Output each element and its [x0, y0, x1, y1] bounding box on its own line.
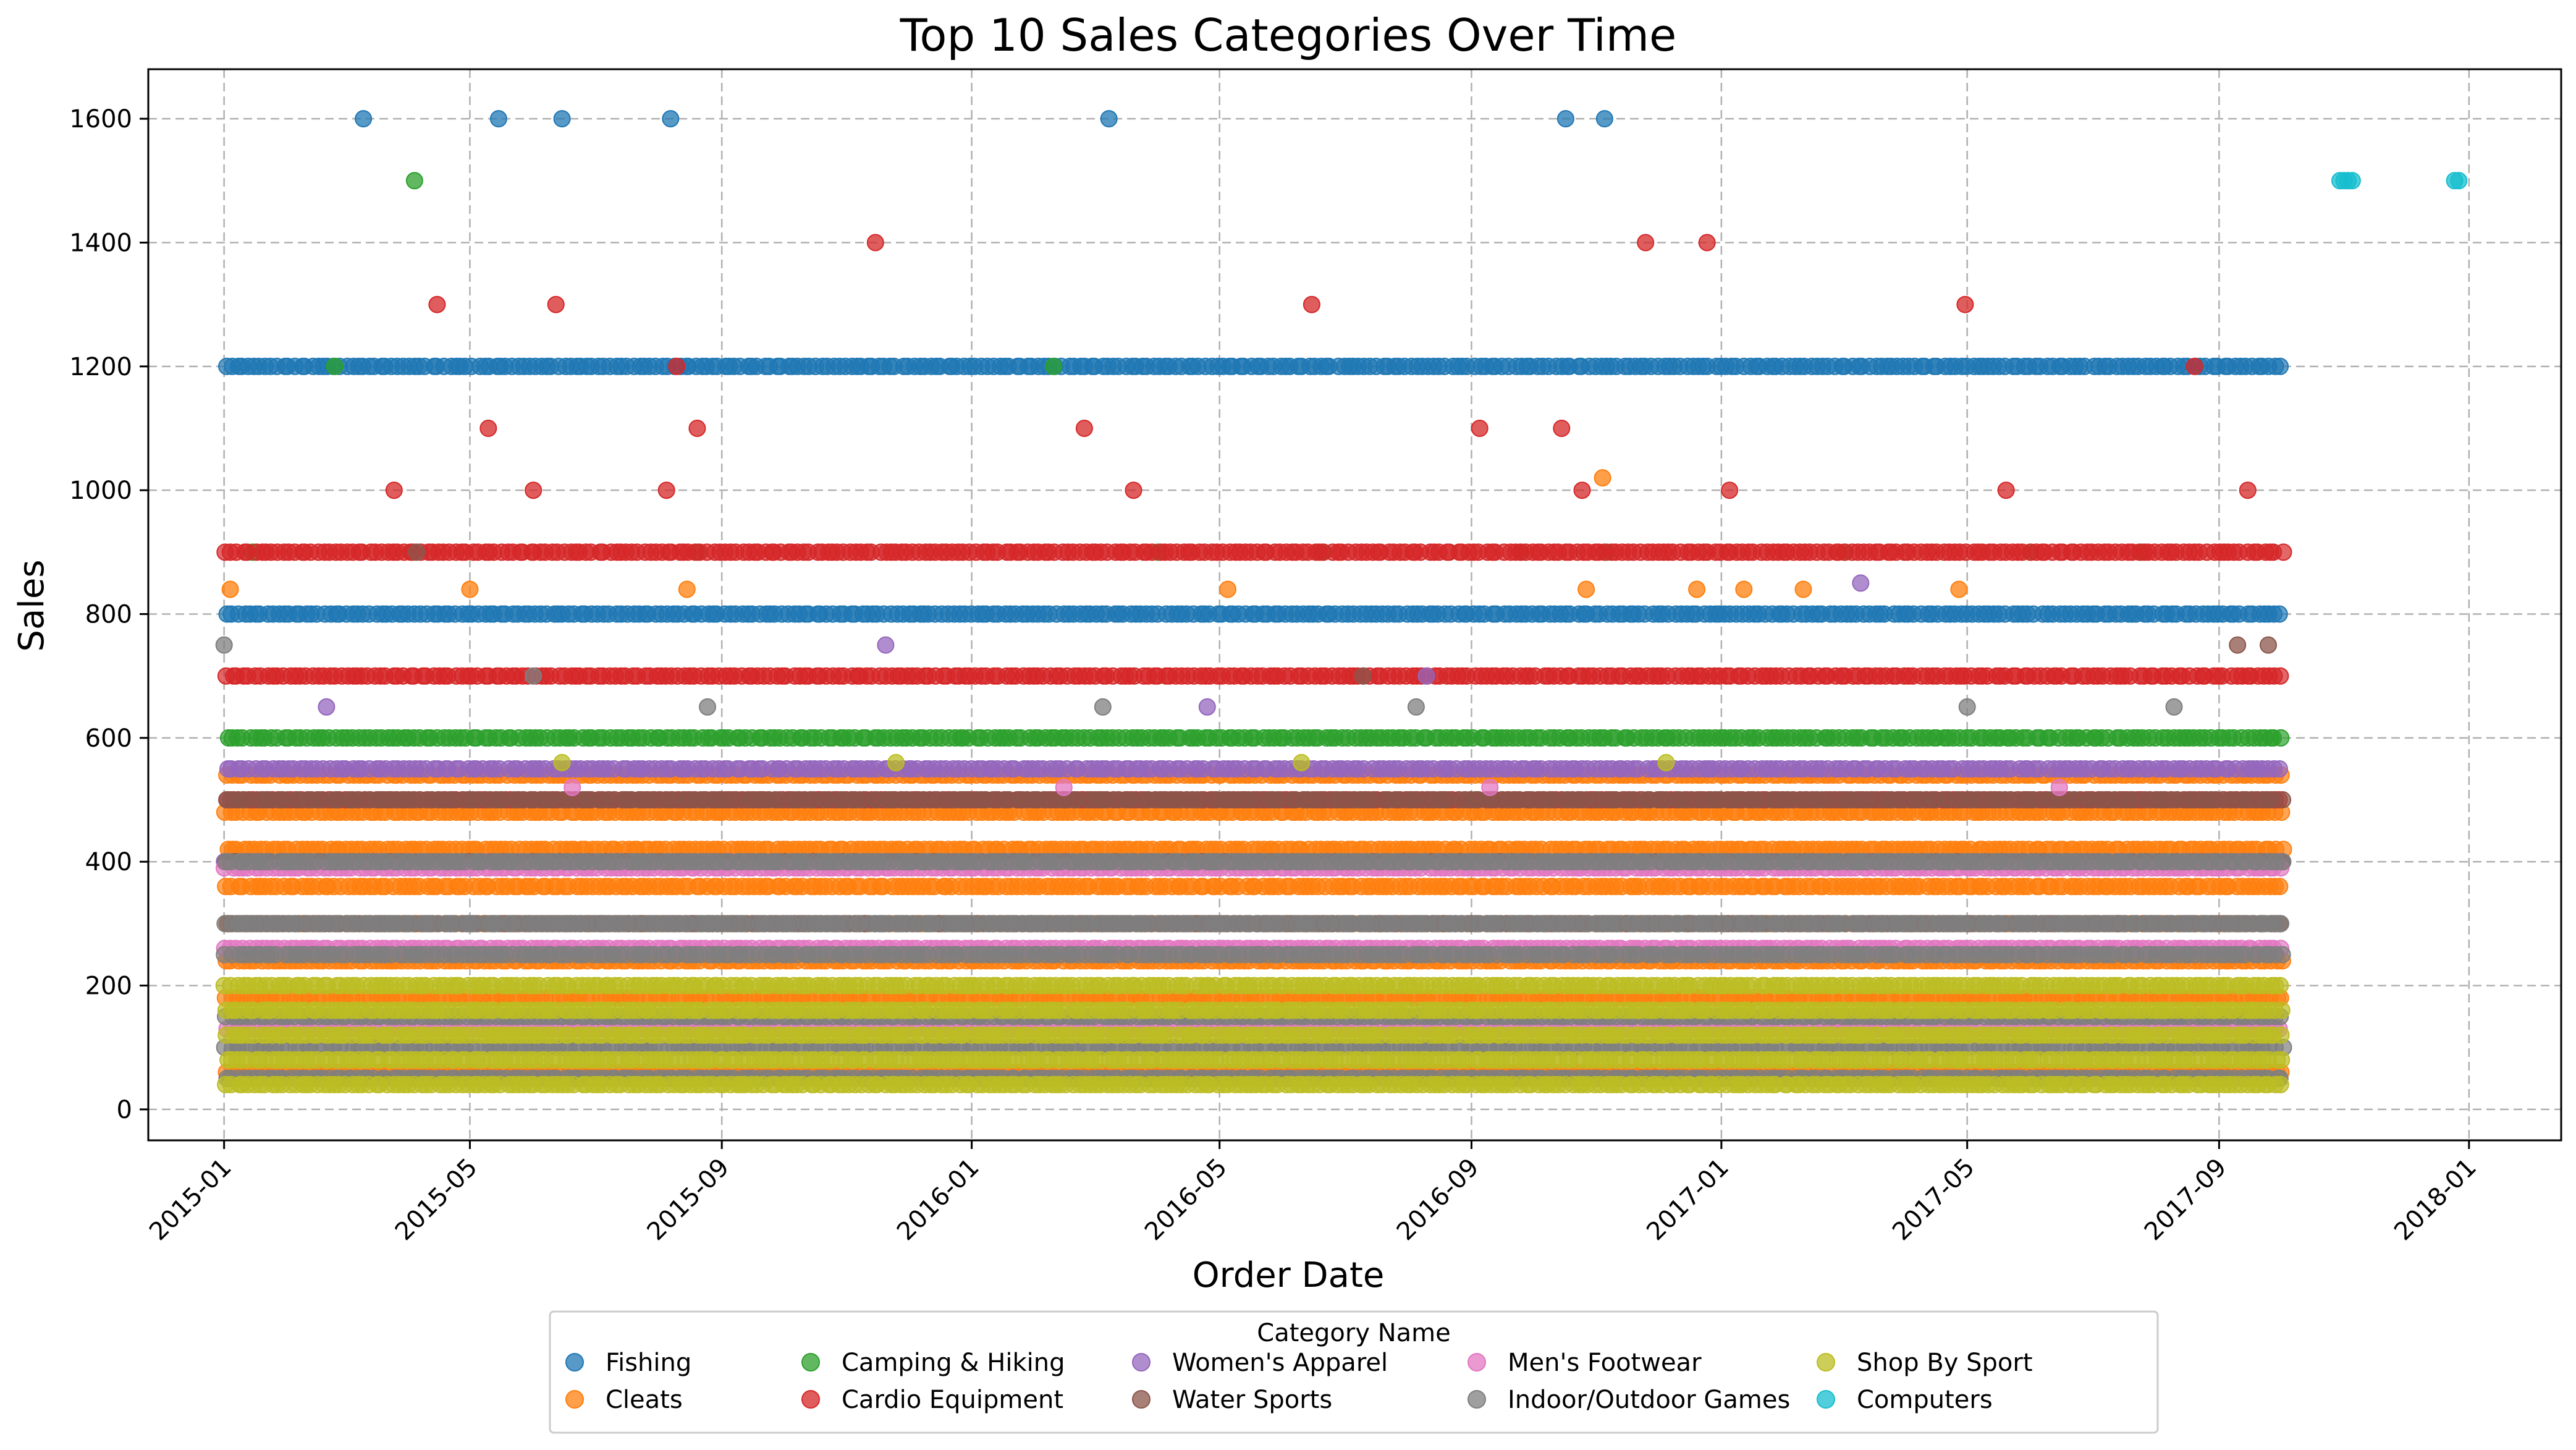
data-point: [1794, 580, 1812, 598]
data-point: [1950, 580, 1968, 598]
data-point: [461, 580, 479, 598]
data-point: [1556, 110, 1574, 128]
data-point: [489, 110, 507, 128]
data-point: [2270, 605, 2288, 623]
data-point: [2271, 667, 2289, 685]
series-camping-hiking: [219, 172, 2290, 747]
data-point: [2271, 357, 2289, 375]
data-point: [355, 110, 373, 128]
series-fishing: [218, 110, 2289, 623]
series-cardio-equipment: [216, 234, 2292, 808]
data-point: [1688, 580, 1706, 598]
data-point: [1735, 580, 1753, 598]
data-point: [326, 357, 344, 375]
data-point: [662, 110, 680, 128]
data-point: [553, 110, 571, 128]
data-point: [2271, 878, 2289, 896]
data-point: [1219, 580, 1236, 598]
data-point: [2272, 729, 2290, 747]
data-point: [1100, 110, 1118, 128]
data-point: [1595, 110, 1613, 128]
chart-title: Top 10 Sales Categories Over Time: [900, 9, 1677, 61]
data-point: [1594, 469, 1611, 487]
points-layer: [215, 110, 2468, 1093]
data-point: [678, 580, 696, 598]
data-point: [221, 580, 239, 598]
data-point: [405, 172, 423, 190]
data-point: [1577, 580, 1595, 598]
data-point: [1045, 357, 1063, 375]
